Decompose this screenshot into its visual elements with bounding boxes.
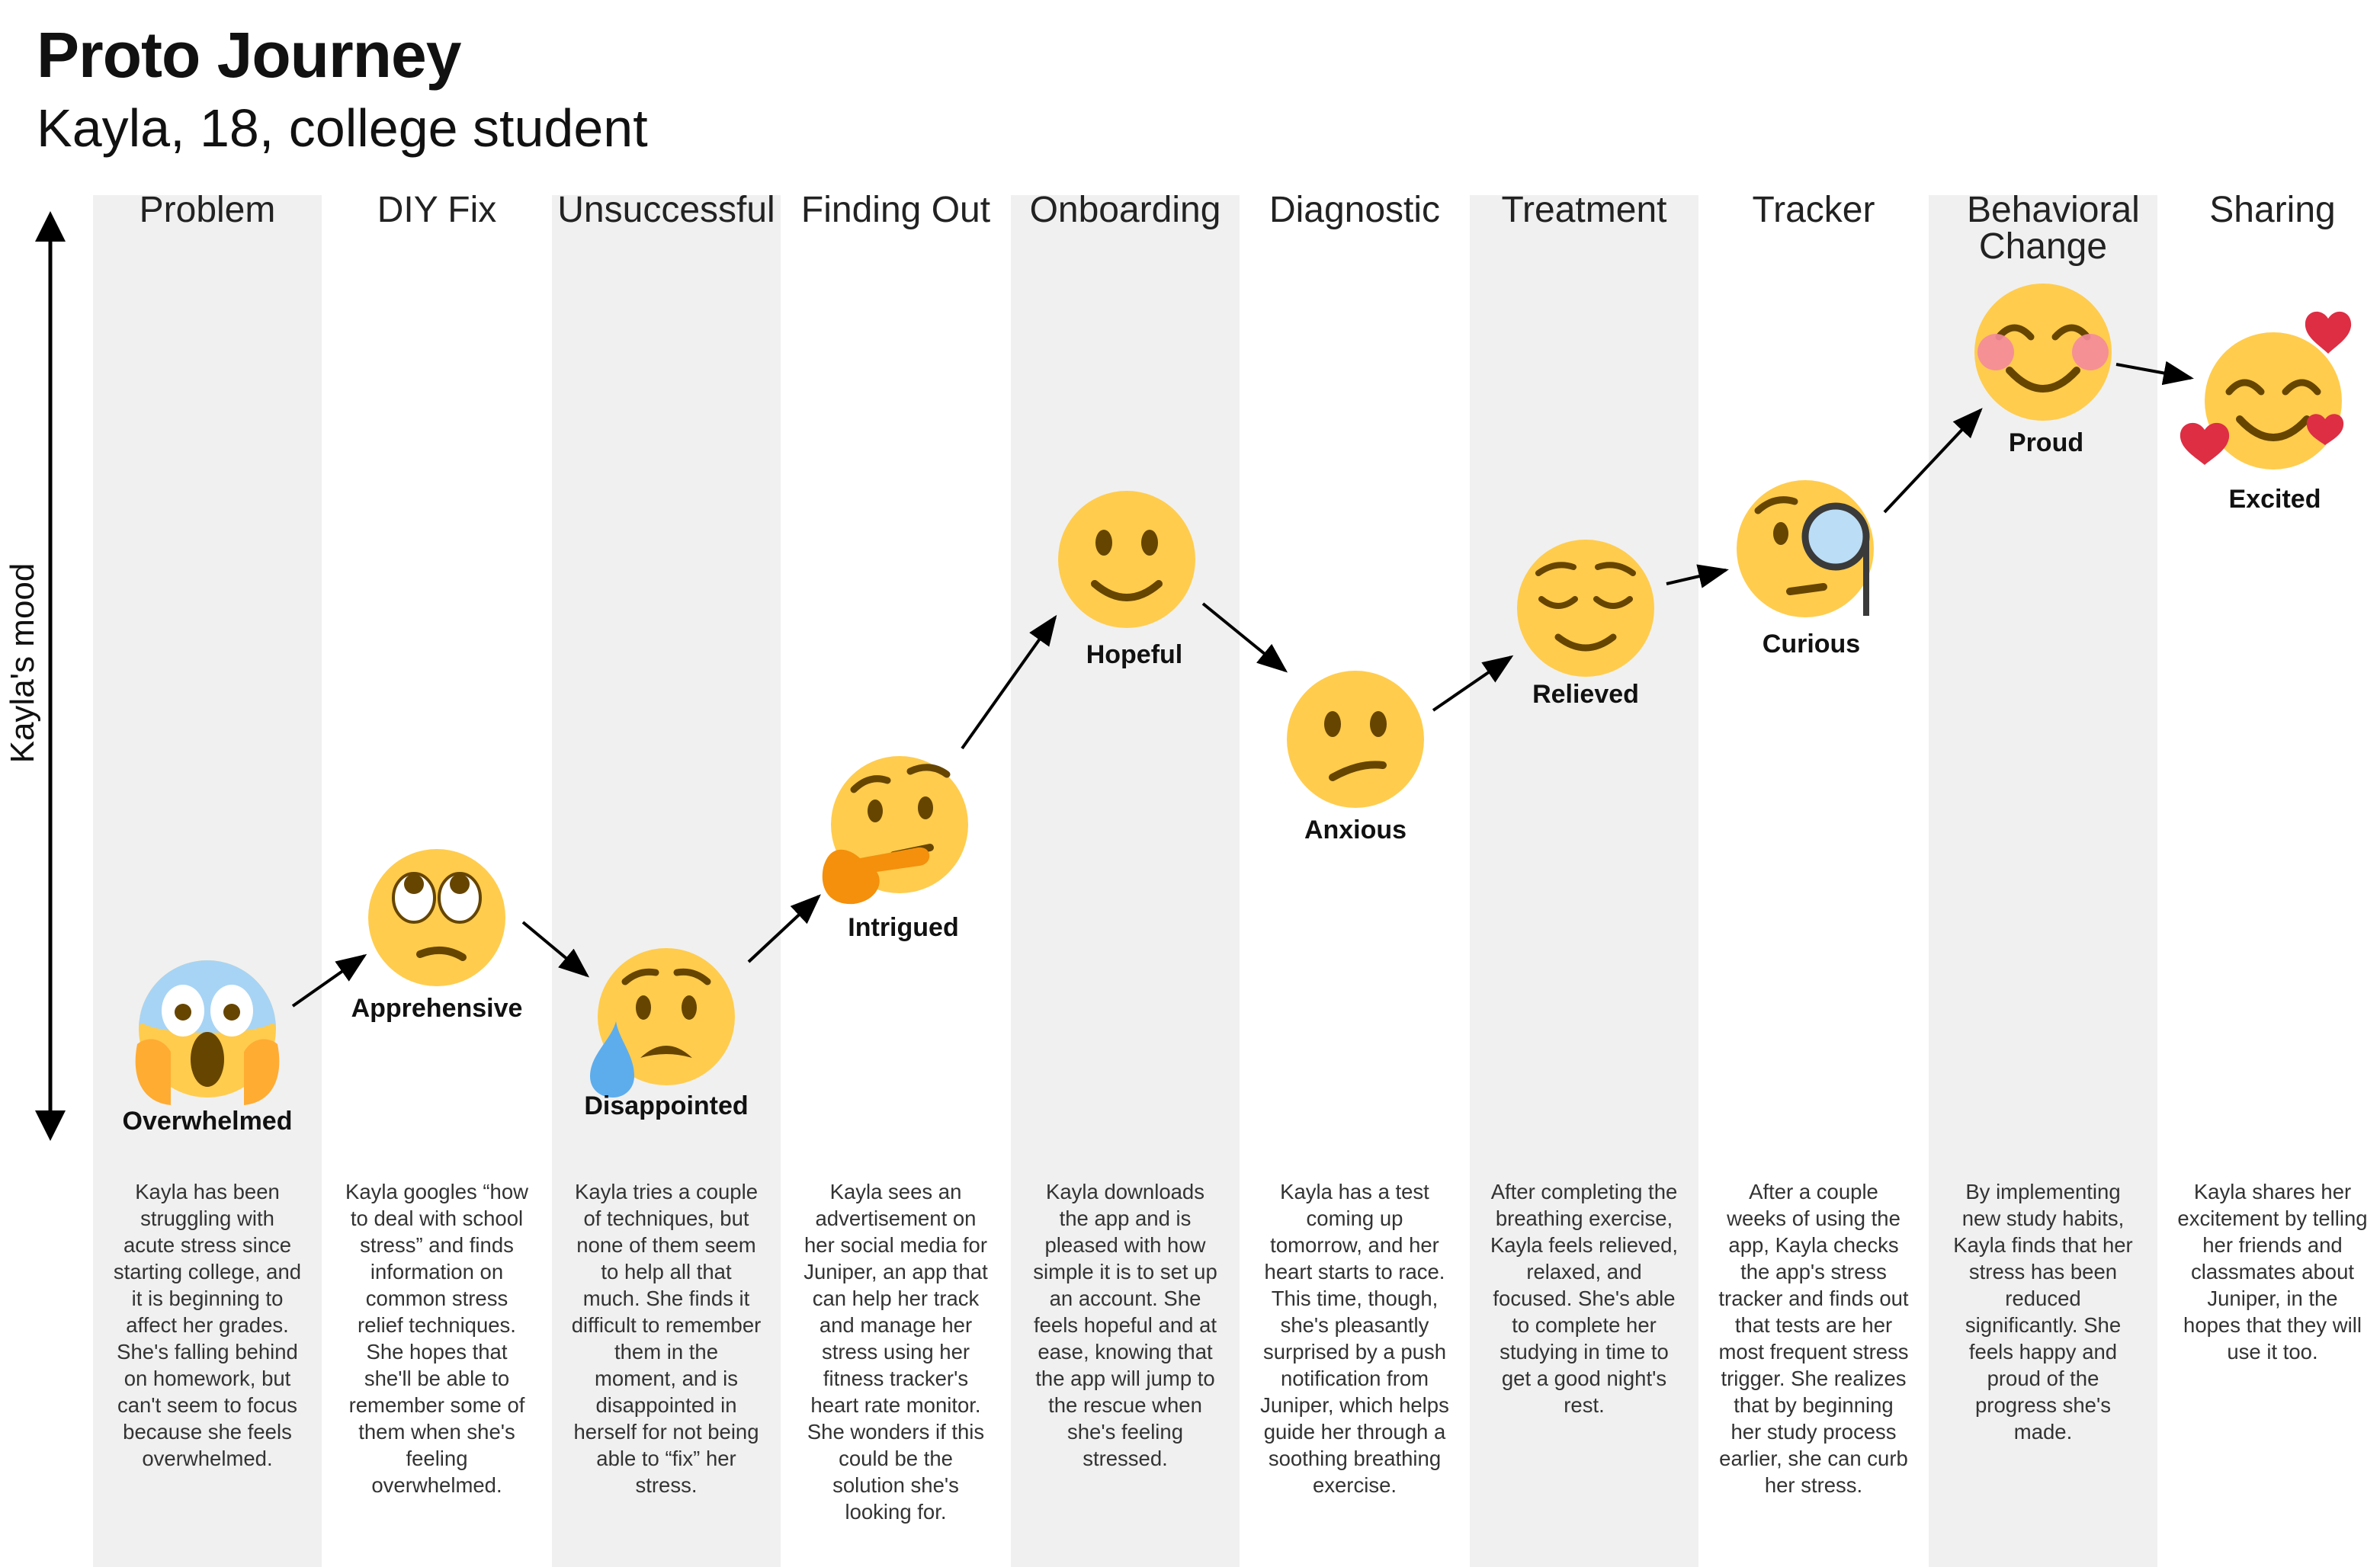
stage-label-unsuccessful: Unsuccessful [557,190,775,230]
page-title: Proto Journey [37,19,461,91]
mood-label-excited: Excited [2229,485,2321,514]
stage-description-onboarding: Kayla downloads the app and is pleased w… [1033,1180,1217,1470]
mood-label-intrigued: Intrigued [848,913,958,942]
stage-description-treatment: After completing the breathing exercise,… [1490,1180,1679,1417]
stage-label-finding-out: Finding Out [800,190,991,230]
stage-description-unsuccessful: Kayla tries a couple of techniques, but … [571,1180,762,1497]
journey-arrow-6 [1432,655,1514,712]
stage-description-tracker: After a couple weeks of using the app, K… [1718,1180,1909,1497]
slightly-smiling-icon [1058,491,1195,628]
rolling-eyes-icon [368,849,505,986]
mood-label-disappointed: Disappointed [584,1091,748,1120]
stage-column-unsuccessful [552,195,781,1567]
smiling-hearts-icon [2180,311,2352,469]
mood-label-apprehensive: Apprehensive [351,994,523,1023]
stage-label-tracker: Tracker [1752,190,1875,230]
journey-arrow-7 [1666,564,1729,588]
journey-arrow-4 [961,614,1057,750]
thinking-face-icon [822,756,968,905]
monocle-face-icon [1737,480,1874,617]
confused-face-icon [1287,671,1424,808]
mood-label-overwhelmed: Overwhelmed [123,1107,293,1136]
stage-label-diagnostic: Diagnostic [1269,190,1441,230]
stage-label-diy-fix: DIY Fix [377,190,497,230]
stage-label-sharing: Sharing [2209,190,2336,230]
stage-column-problem [93,195,322,1567]
page-subtitle: Kayla, 18, college student [37,98,648,158]
mood-label-curious: Curious [1763,630,1860,659]
stage-label-treatment: Treatment [1501,190,1667,230]
journey-arrow-5 [1201,602,1288,673]
journey-arrow-1 [291,953,367,1008]
stage-description-diagnostic: Kayla has a test coming up tomorrow, and… [1260,1180,1449,1497]
stage-label-onboarding: Onboarding [1029,190,1221,230]
stage-description-sharing: Kayla shares her excitement by telling h… [2177,1180,2368,1364]
stage-description-finding-out: Kayla sees an advertisement on her socia… [803,1180,988,1524]
stage-description-diy-fix: Kayla googles “how to deal with school s… [345,1180,528,1497]
journey-arrow-3 [747,894,821,963]
mood-label-hopeful: Hopeful [1086,640,1183,669]
screaming-in-fear-icon [135,960,280,1105]
stage-label-behavioral-change: Behavioral Change [1967,190,2140,267]
mood-label-proud: Proud [2009,428,2083,457]
journey-arrow-9 [2115,361,2194,386]
stage-description-behavioral-change: By implementing new study habits, Kayla … [1953,1180,2133,1444]
mood-label-relieved: Relieved [1532,680,1639,709]
journey-arrow-2 [521,921,590,978]
stage-label-problem: Problem [139,190,276,230]
journey-arrow-8 [1883,408,1983,514]
mood-label-anxious: Anxious [1304,816,1407,844]
relieved-face-icon [1517,540,1654,677]
stage-column-onboarding [1011,195,1240,1567]
sad-sweat-icon [590,948,735,1098]
smiling-blush-icon [1974,284,2112,421]
stage-description-problem: Kayla has been struggling with acute str… [113,1180,302,1470]
stage-column-treatment [1470,195,1698,1567]
